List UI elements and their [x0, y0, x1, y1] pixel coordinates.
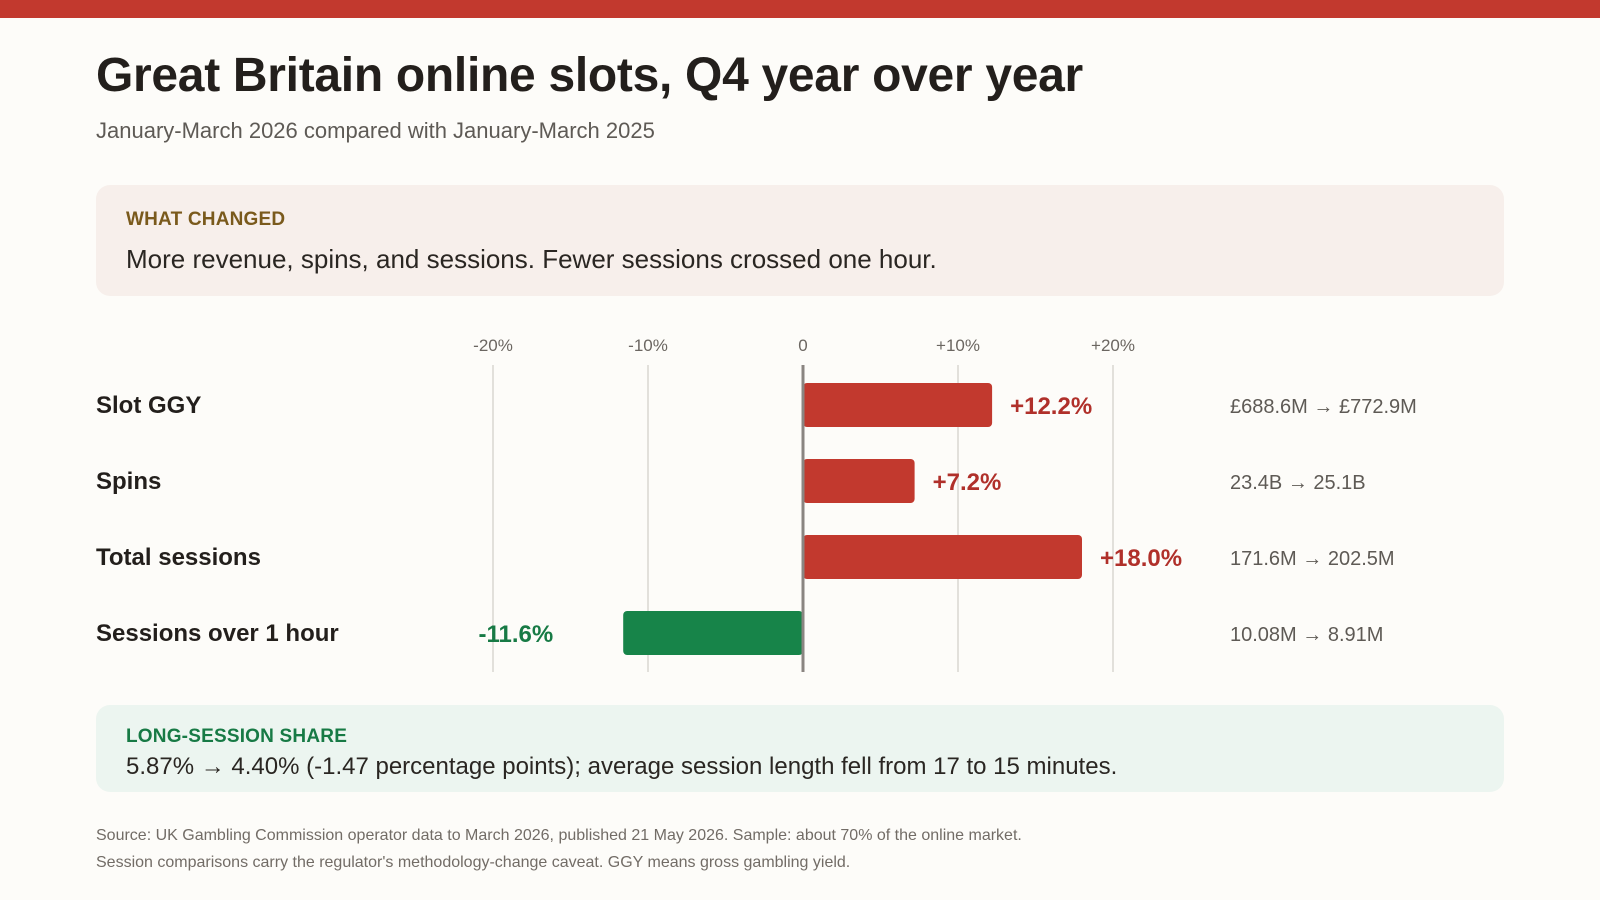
page-title: Great Britain online slots, Q4 year over… — [96, 49, 1083, 102]
x-tick-label: +20% — [1091, 336, 1135, 355]
year-over-year-bar-chart: -20% -10% 0 +10% +20% Slot GGY +12.2% £688.6M →… — [96, 336, 1417, 672]
x-tick-label: -20% — [473, 336, 513, 355]
x-tick-label: 0 — [798, 336, 807, 355]
category-label: Slot GGY — [96, 392, 201, 419]
data-label: +12.2% — [1010, 393, 1092, 420]
comparison-label: 171.6M → 202.5M — [1230, 548, 1395, 570]
what-changed-label: WHAT CHANGED — [126, 209, 286, 230]
long-session-share-text: 5.87% → 4.40% (-1.47 percentage points);… — [126, 753, 1118, 780]
x-tick-label: +10% — [936, 336, 980, 355]
bar — [803, 383, 993, 427]
long-session-share-label: LONG-SESSION SHARE — [126, 726, 348, 747]
what-changed-text: More revenue, spins, and sessions. Fewer… — [126, 244, 937, 274]
category-label: Total sessions — [96, 544, 261, 571]
category-label: Spins — [96, 468, 161, 495]
data-label: +18.0% — [1100, 545, 1182, 572]
comparison-label: 23.4B → 25.1B — [1230, 472, 1366, 494]
comparison-label: 10.08M → 8.91M — [1230, 624, 1383, 646]
x-tick-label: -10% — [628, 336, 668, 355]
source-note: Source: UK Gambling Commission operator … — [96, 827, 1022, 844]
what-changed-callout: WHAT CHANGED More revenue, spins, and se… — [96, 185, 1504, 296]
methodology-note: Session comparisons carry the regulator'… — [96, 854, 851, 871]
page-subtitle: January-March 2026 compared with January… — [96, 118, 655, 143]
bar — [803, 535, 1082, 579]
data-label: -11.6% — [478, 621, 553, 648]
category-label: Sessions over 1 hour — [96, 620, 339, 647]
long-session-share-callout: LONG-SESSION SHARE 5.87% → 4.40% (-1.47 … — [96, 705, 1504, 792]
comparison-label: £688.6M → £772.9M — [1230, 396, 1417, 418]
bar — [623, 611, 803, 655]
top-accent-bar — [0, 0, 1600, 18]
data-label: +7.2% — [933, 469, 1002, 496]
bar — [803, 459, 915, 503]
